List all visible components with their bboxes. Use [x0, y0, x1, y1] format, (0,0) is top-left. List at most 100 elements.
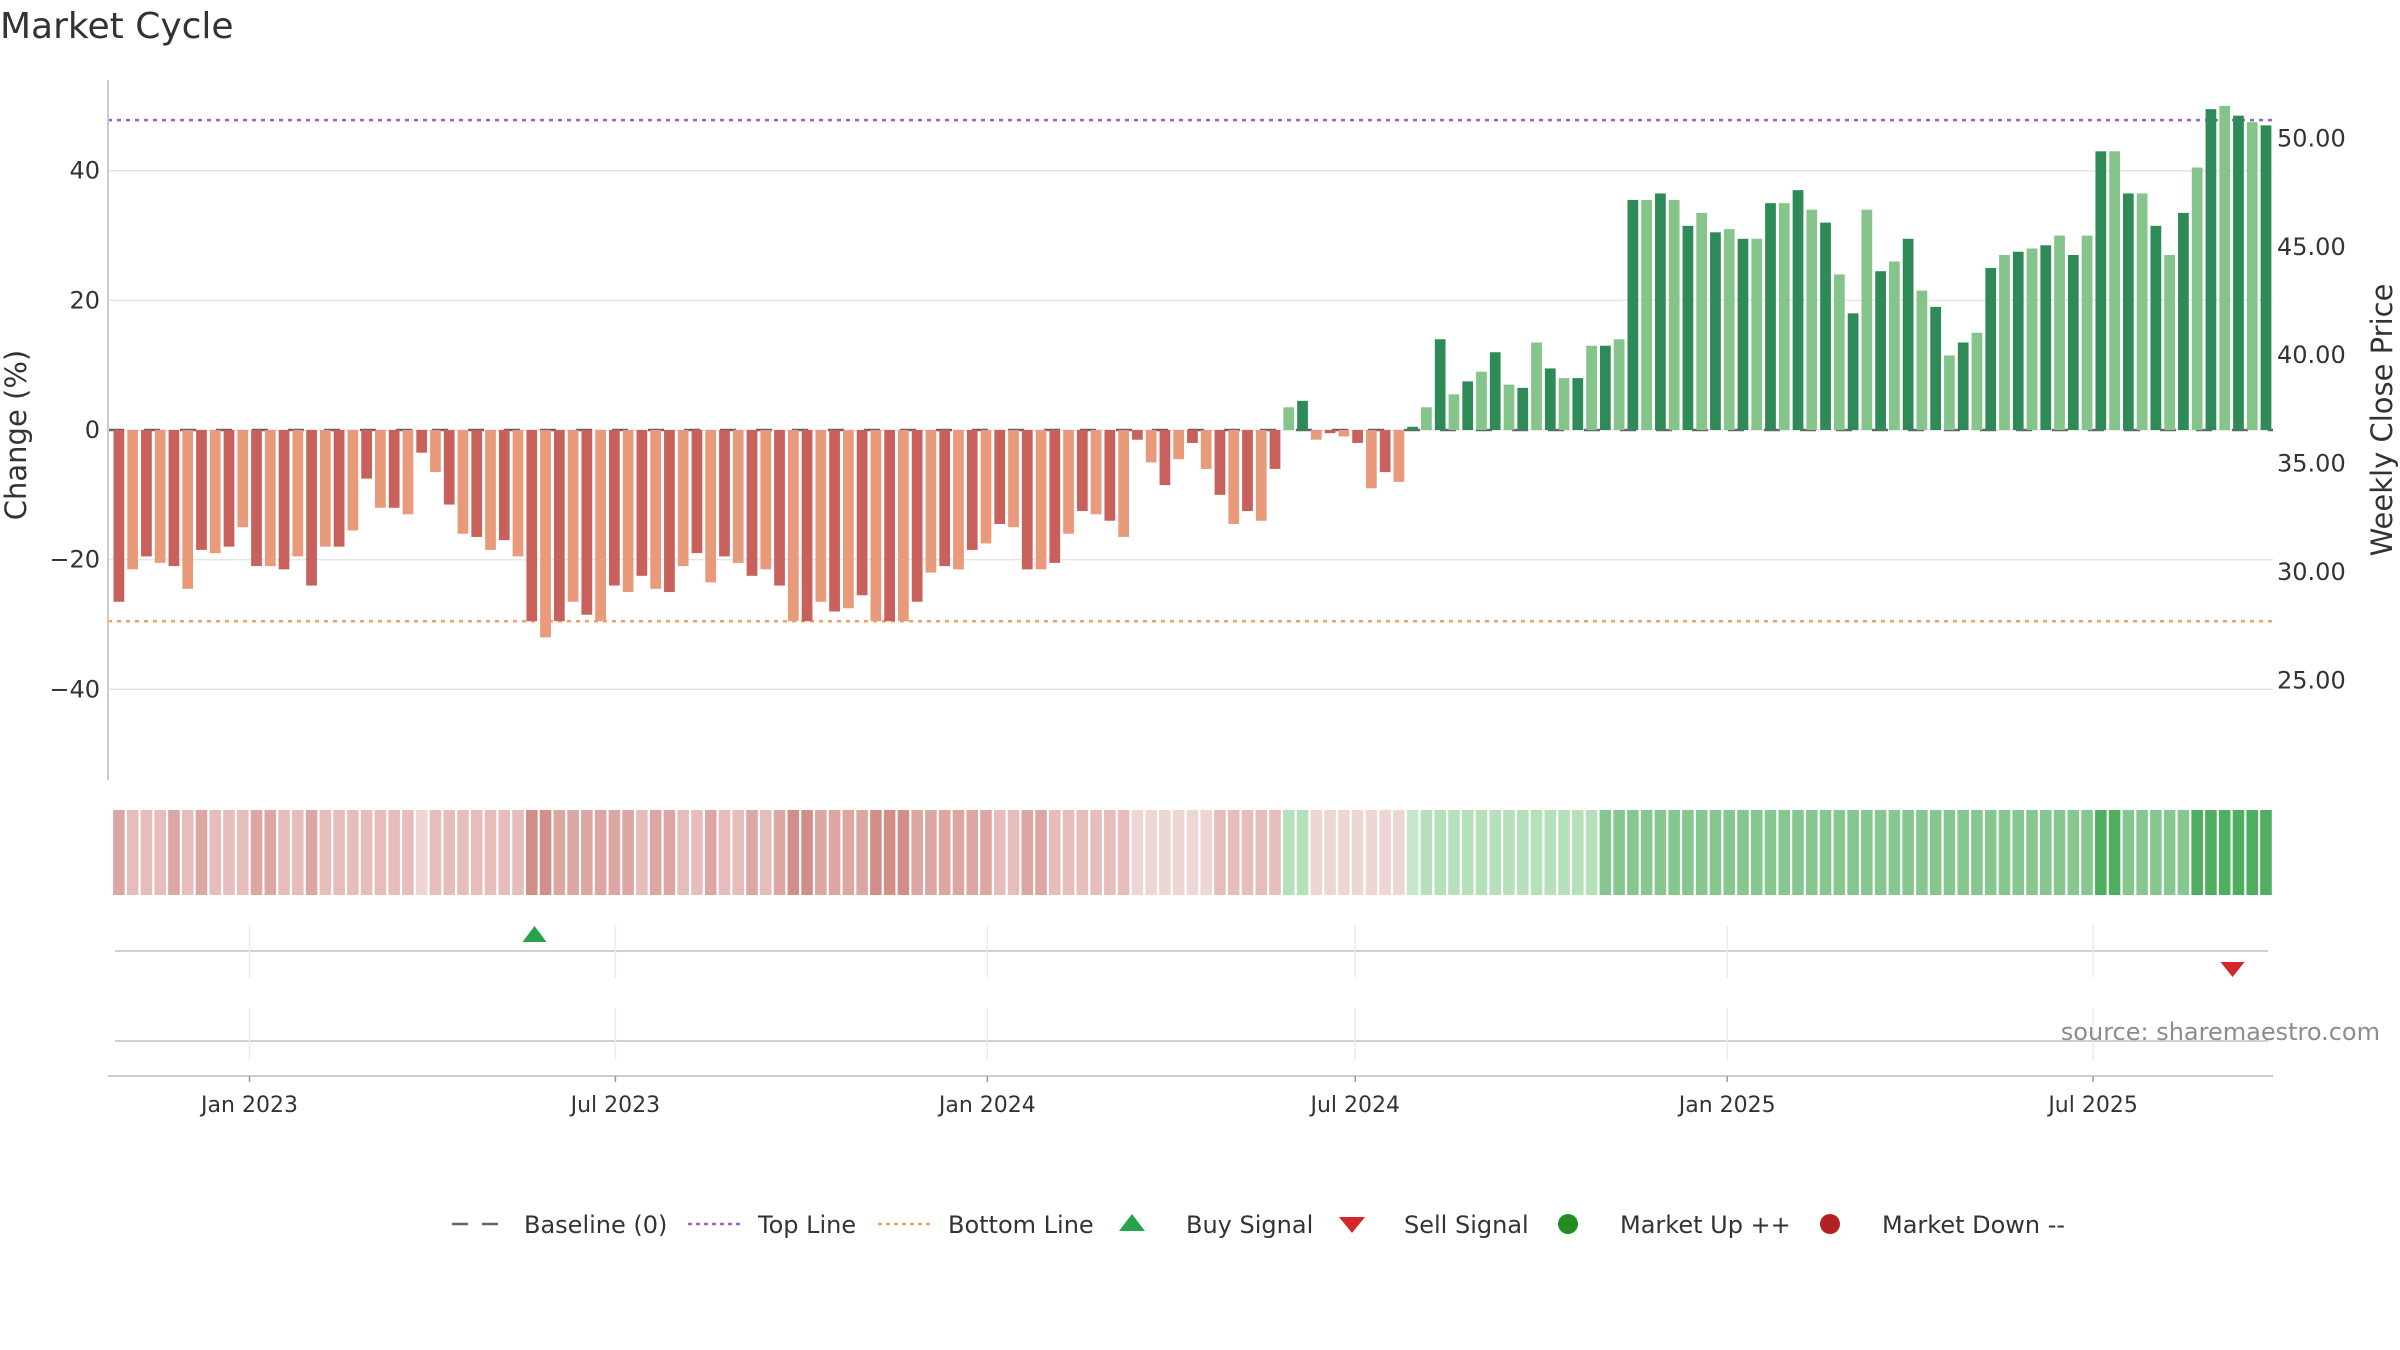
change-bar — [209, 430, 221, 554]
change-bar — [719, 430, 730, 557]
change-bar — [815, 430, 827, 602]
change-bar — [1944, 355, 1955, 430]
tick-labels: −40 −20 0 20 40 25.00 30.00 35.00 40.00 45.00 50.0… — [49, 125, 2345, 704]
change-bar — [1352, 430, 1363, 443]
change-bar — [1104, 430, 1116, 521]
change-bar — [746, 430, 758, 576]
regime-cell — [773, 810, 786, 895]
regime-cell — [236, 810, 249, 895]
regime-cell — [1709, 810, 1722, 895]
regime-cell — [250, 810, 263, 895]
x-axis-ticks: Jan 2023 Jul 2023 Jan 2024 Jul 2024 Jan 2025… — [108, 925, 2273, 1118]
regime-cell — [1214, 810, 1226, 895]
regime-cell — [498, 810, 511, 895]
change-bar — [2260, 125, 2272, 431]
regime-cell — [746, 810, 758, 895]
change-bar — [1090, 430, 1102, 515]
y-tick-label: 20 — [69, 286, 100, 314]
change-bar — [1489, 352, 1501, 430]
change-bar — [1434, 339, 1446, 430]
regime-cell — [484, 810, 497, 895]
change-bar — [319, 430, 331, 547]
regime-cell — [911, 810, 923, 895]
regime-cell — [925, 810, 937, 895]
change-bar — [1214, 430, 1226, 495]
source-note: source: sharemaestro.com — [2061, 1018, 2380, 1046]
change-bar — [1132, 430, 1143, 440]
change-bar — [1668, 199, 1680, 430]
regime-cell — [1420, 810, 1433, 895]
y2-tick-label: 40.00 — [2277, 341, 2346, 369]
regime-cell — [1874, 810, 1887, 895]
change-bar — [113, 430, 125, 602]
regime-cell — [1021, 810, 1034, 895]
regime-cell — [181, 810, 194, 895]
regime-cell — [113, 810, 125, 895]
change-bar — [609, 430, 620, 586]
regime-cell — [608, 810, 621, 895]
regime-cell — [168, 810, 180, 895]
regime-cell — [429, 810, 442, 895]
change-bar — [1021, 430, 1033, 570]
regime-cell — [539, 810, 552, 895]
change-bar — [333, 430, 345, 547]
change-bar — [512, 430, 524, 557]
change-bar — [829, 430, 840, 612]
change-bar — [1710, 232, 1721, 430]
regime-cell — [938, 810, 951, 895]
y-tick-label: −40 — [49, 675, 100, 703]
regime-cell — [1310, 810, 1323, 895]
change-bar — [526, 430, 538, 622]
change-bar — [980, 430, 992, 544]
change-bar — [1503, 384, 1515, 430]
change-bar — [1118, 430, 1129, 537]
change-bar — [402, 430, 414, 515]
regime-cell — [2039, 810, 2052, 895]
regime-cell — [952, 810, 965, 895]
regime-cell — [1778, 810, 1791, 895]
y-tick-label: 40 — [69, 157, 100, 185]
regime-cell — [2177, 810, 2190, 895]
legend-label: Market Up ++ — [1620, 1211, 1791, 1239]
regime-cell — [512, 810, 524, 895]
regime-cell — [2218, 810, 2231, 895]
regime-cell — [1613, 810, 1625, 895]
legend: Baseline (0) Top Line Bottom Line Buy Signa… — [452, 1211, 2065, 1239]
regime-cell — [787, 810, 800, 895]
change-bar — [2026, 248, 2038, 430]
change-bar — [1421, 407, 1432, 430]
change-bar — [196, 430, 207, 550]
change-bar — [1889, 261, 1900, 430]
regime-cell — [1957, 810, 1969, 895]
regime-cell — [126, 810, 139, 895]
x-tick-label: Jul 2023 — [569, 1093, 661, 1118]
regime-cell — [1916, 810, 1928, 895]
change-bar — [732, 430, 744, 563]
change-bar — [1297, 400, 1308, 430]
regime-cell — [691, 810, 703, 895]
change-bar — [127, 430, 139, 570]
regime-cell — [2150, 810, 2162, 895]
regime-cell — [457, 810, 469, 895]
x-tick-label: Jul 2024 — [1308, 1093, 1400, 1118]
regime-cell — [2232, 810, 2245, 895]
change-bar — [1778, 203, 1790, 430]
change-bar — [664, 430, 675, 593]
change-bar — [1627, 199, 1639, 430]
change-bar — [498, 430, 510, 541]
change-bar — [2191, 167, 2203, 430]
change-bar — [154, 430, 166, 563]
y2-tick-label: 35.00 — [2277, 450, 2346, 478]
change-bar — [1365, 430, 1377, 489]
regime-cell — [2012, 810, 2025, 895]
change-bar — [677, 430, 689, 567]
change-bar — [801, 430, 813, 622]
regime-cell — [1282, 810, 1295, 895]
change-bar — [1544, 368, 1556, 430]
change-bar — [2136, 193, 2148, 430]
change-bar — [141, 430, 152, 557]
y2-tick-label: 45.00 — [2277, 233, 2346, 261]
regime-cell — [1943, 810, 1956, 895]
regime-cell — [801, 810, 813, 895]
change-bar — [567, 430, 579, 602]
